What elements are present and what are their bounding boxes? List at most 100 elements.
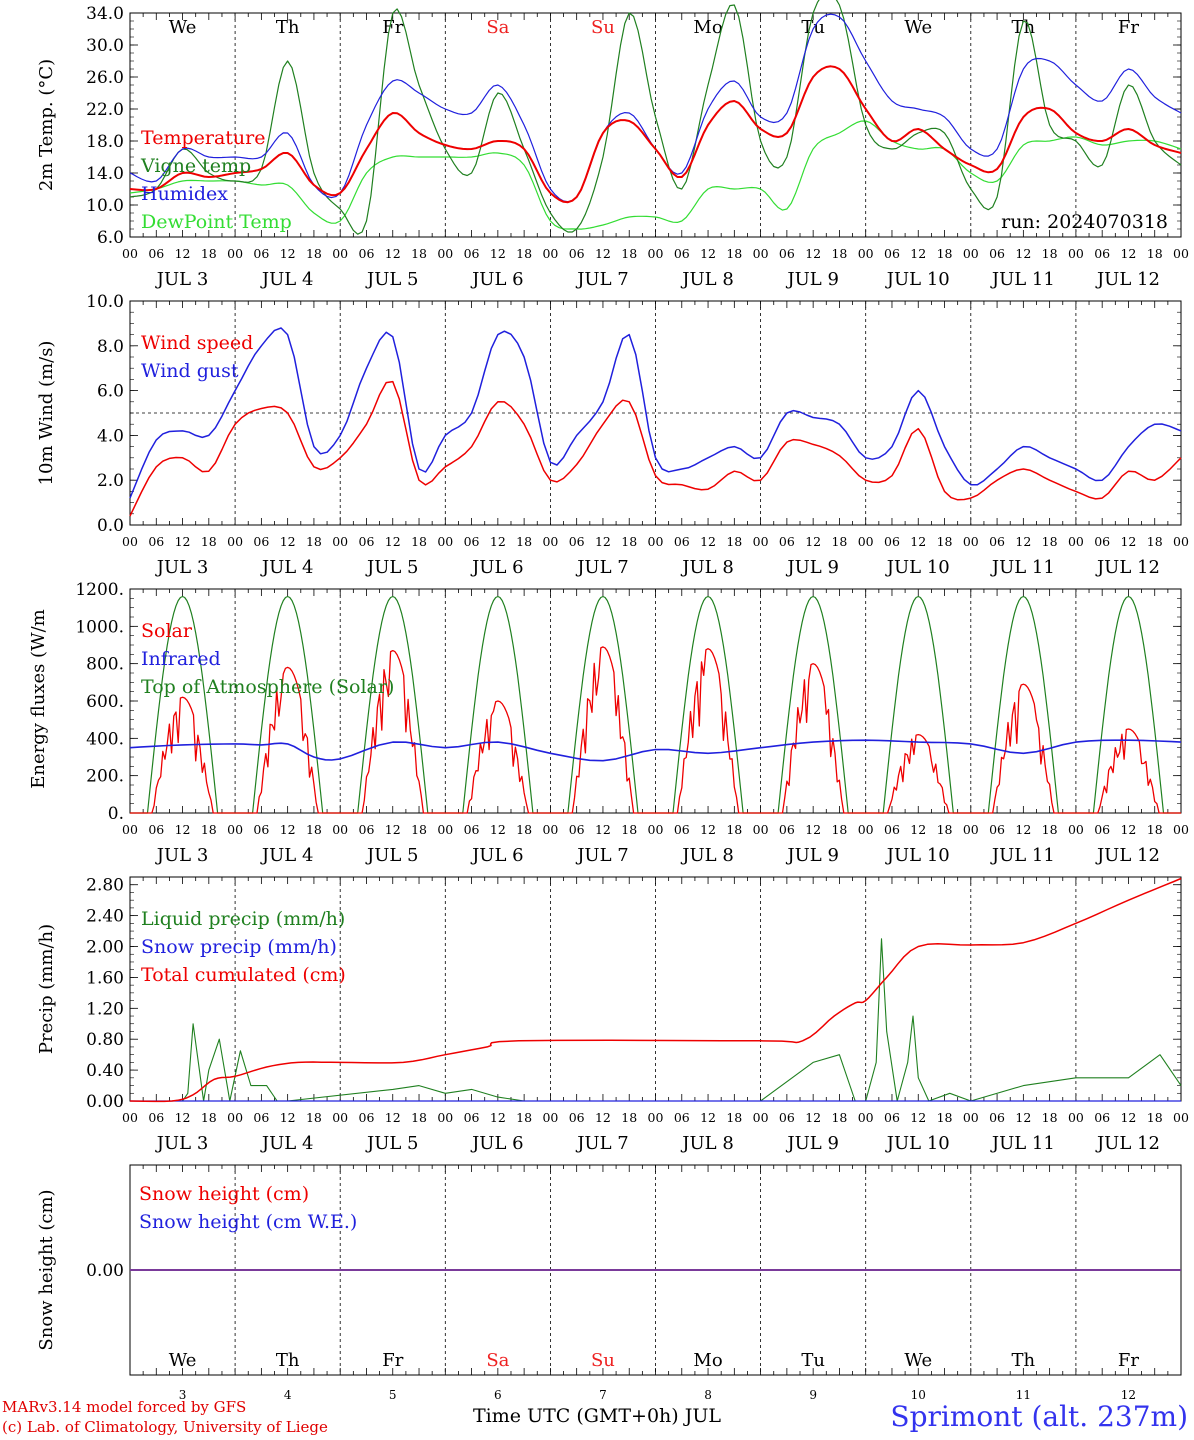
weekday-label: Tu (801, 1350, 825, 1371)
hour-tick-label: 06 (359, 534, 375, 549)
date-label: JUL 9 (785, 1133, 839, 1154)
hour-tick-label: 06 (148, 1110, 164, 1125)
date-label: JUL 3 (155, 557, 209, 578)
lab-credit: (c) Lab. of Climatology, University of L… (2, 1418, 328, 1436)
legend-entry: Infrared (141, 648, 221, 670)
solar-curve (130, 696, 236, 814)
hour-tick-label: 00 (122, 1110, 138, 1125)
hour-tick-label: 06 (884, 534, 900, 549)
hour-tick-label: 18 (937, 1110, 953, 1125)
y-tick-label: 8.0 (97, 337, 124, 357)
weekday-label: Sa (486, 17, 509, 38)
date-label: JUL 6 (470, 269, 524, 290)
hour-tick-label: 12 (280, 1110, 296, 1125)
hour-tick-label: 18 (1042, 1110, 1058, 1125)
toa-solar-curve (655, 595, 761, 814)
hour-tick-label: 18 (937, 246, 953, 261)
hour-tick-label: 00 (1173, 534, 1189, 549)
date-label: JUL 11 (990, 269, 1055, 290)
date-label: JUL 9 (785, 845, 839, 866)
hour-tick-label: 12 (700, 246, 716, 261)
date-number-label: 11 (1016, 1388, 1031, 1402)
date-label: JUL 6 (470, 1133, 524, 1154)
hour-tick-label: 00 (227, 1110, 243, 1125)
weekday-label: Mo (693, 17, 722, 38)
hour-tick-label: 00 (963, 1110, 979, 1125)
date-label: JUL 12 (1095, 269, 1160, 290)
hour-tick-label: 12 (385, 534, 401, 549)
hour-tick-label: 00 (648, 1110, 664, 1125)
legend-entry: Top of Atmosphere (Solar) (141, 676, 394, 698)
y-tick-label: 34.0 (86, 4, 124, 24)
date-number-label: 6 (494, 1388, 502, 1402)
series-line-vigne-temp (129, 0, 1182, 235)
series-line-dewpoint-temp (129, 120, 1182, 230)
hour-tick-label: 06 (148, 822, 164, 837)
hour-tick-label: 06 (464, 1110, 480, 1125)
hour-tick-label: 12 (175, 1110, 191, 1125)
hour-tick-label: 00 (542, 534, 558, 549)
hour-tick-label: 18 (306, 822, 322, 837)
hour-tick-label: 00 (858, 822, 874, 837)
hour-tick-label: 12 (280, 822, 296, 837)
weekday-label: Fr (1118, 1350, 1139, 1371)
hour-tick-label: 18 (1042, 822, 1058, 837)
weekday-label: We (904, 1350, 932, 1371)
hour-tick-label: 00 (227, 534, 243, 549)
y-tick-label: 200. (86, 767, 124, 787)
hour-tick-label: 12 (910, 246, 926, 261)
date-label: JUL 5 (365, 269, 419, 290)
weekday-label: Th (1012, 17, 1036, 38)
hour-tick-label: 12 (700, 822, 716, 837)
solar-curve (760, 663, 866, 814)
hour-tick-label: 18 (1147, 534, 1163, 549)
hour-tick-label: 18 (831, 1110, 847, 1125)
hour-tick-label: 18 (201, 534, 217, 549)
date-number-label: 9 (809, 1388, 817, 1402)
series-line-wind-gust (129, 327, 1182, 499)
toa-solar-curve (760, 595, 866, 814)
hour-tick-label: 18 (1042, 534, 1058, 549)
y-tick-label: 800. (86, 655, 124, 675)
hour-tick-label: 12 (385, 246, 401, 261)
date-number-label: 7 (599, 1388, 607, 1402)
hour-tick-label: 06 (884, 1110, 900, 1125)
weekday-label: Fr (1118, 17, 1139, 38)
series-line-infrared (129, 739, 1182, 762)
y-tick-label: 600. (86, 692, 124, 712)
y-tick-label: 2.0 (97, 471, 124, 491)
date-label: JUL 5 (365, 1133, 419, 1154)
hour-tick-label: 00 (858, 246, 874, 261)
hour-tick-label: 18 (831, 534, 847, 549)
date-label: JUL 3 (155, 1133, 209, 1154)
hour-tick-label: 06 (989, 246, 1005, 261)
hour-tick-label: 18 (201, 822, 217, 837)
hour-tick-label: 12 (910, 822, 926, 837)
hour-tick-label: 00 (437, 246, 453, 261)
panel-1-frame (129, 12, 1182, 238)
hour-tick-label: 00 (437, 1110, 453, 1125)
hour-tick-label: 18 (937, 534, 953, 549)
y-tick-label: 26.0 (86, 68, 124, 88)
hour-tick-label: 00 (858, 534, 874, 549)
hour-tick-label: 12 (805, 1110, 821, 1125)
toa-solar-curve (550, 595, 656, 814)
hour-tick-label: 12 (490, 246, 506, 261)
date-label: JUL 11 (990, 557, 1055, 578)
hour-tick-label: 00 (1068, 1110, 1084, 1125)
hour-tick-label: 12 (595, 1110, 611, 1125)
hour-tick-label: 06 (674, 1110, 690, 1125)
hour-tick-label: 06 (989, 822, 1005, 837)
hour-tick-label: 06 (253, 246, 269, 261)
date-number-label: 10 (911, 1388, 926, 1402)
solar-curve (655, 648, 761, 814)
hour-tick-label: 00 (542, 246, 558, 261)
hour-tick-label: 00 (122, 534, 138, 549)
hour-tick-label: 06 (1094, 534, 1110, 549)
hour-tick-label: 06 (1094, 822, 1110, 837)
date-label: JUL 10 (885, 1133, 950, 1154)
hour-tick-label: 00 (332, 534, 348, 549)
toa-solar-curve (445, 595, 551, 814)
hour-tick-label: 12 (385, 822, 401, 837)
legend-entry: Total cumulated (cm) (141, 964, 346, 986)
